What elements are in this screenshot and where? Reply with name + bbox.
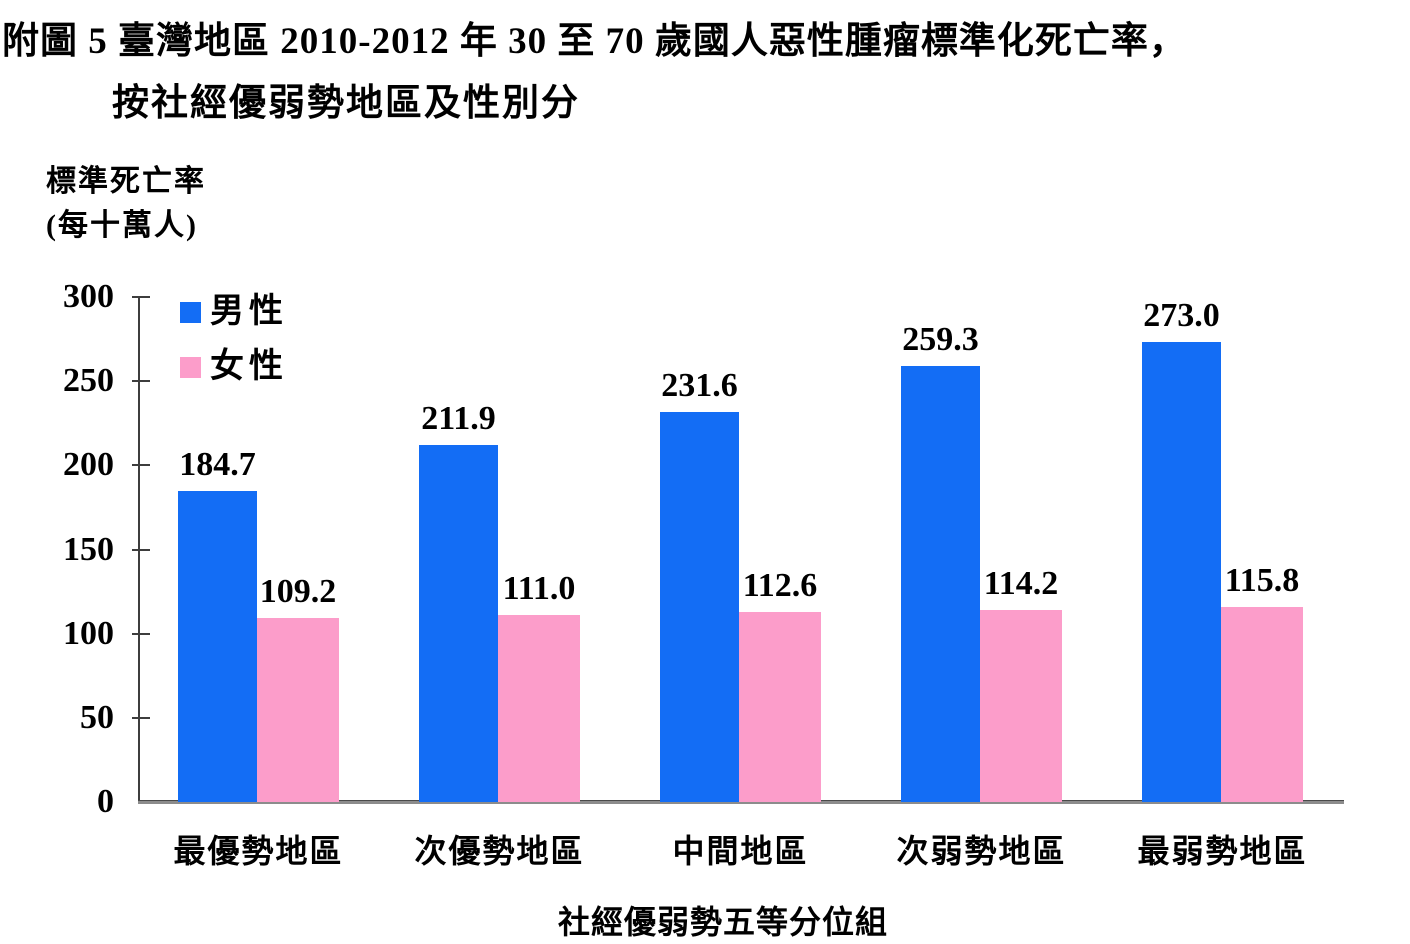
female-bar xyxy=(739,612,821,802)
y-axis-tick xyxy=(132,716,150,719)
female-value-label: 115.8 xyxy=(1224,562,1300,600)
y-axis-tick-label: 0 xyxy=(97,783,114,820)
y-axis-tick xyxy=(132,632,150,635)
x-category-label: 中間地區 xyxy=(672,833,809,869)
legend-swatch-male xyxy=(180,302,201,323)
x-axis-title: 社經優弱勢五等分位組 xyxy=(557,904,889,940)
y-axis-tick-label: 150 xyxy=(63,530,114,568)
male-bar xyxy=(419,445,498,802)
male-value-label: 259.3 xyxy=(902,320,979,358)
legend-label-female: 女性 xyxy=(210,348,288,385)
x-category-label: 最優勢地區 xyxy=(173,833,344,869)
male-bar xyxy=(901,365,980,802)
legend-swatch-female xyxy=(180,357,201,378)
y-axis-tick-label: 250 xyxy=(63,362,114,400)
male-bar xyxy=(660,412,739,802)
y-axis-tick-label: 300 xyxy=(63,278,114,315)
y-axis-tick-label: 50 xyxy=(80,698,114,736)
y-axis-tick-label: 200 xyxy=(63,446,114,484)
y-axis-tick xyxy=(132,380,150,383)
female-bar xyxy=(1221,607,1303,802)
female-value-label: 114.2 xyxy=(983,564,1059,602)
y-axis-unit-line1: 標準死亡率 xyxy=(46,165,206,198)
male-bar xyxy=(1142,342,1221,802)
male-value-label: 184.7 xyxy=(179,446,256,484)
y-axis-tick-label: 100 xyxy=(63,614,114,652)
y-axis-tick xyxy=(132,548,150,551)
female-bar xyxy=(257,618,339,802)
male-bar xyxy=(178,491,257,802)
y-axis-unit-label: 標準死亡率 (每十萬人) xyxy=(46,160,206,248)
y-axis-unit-line2: (每十萬人) xyxy=(46,209,198,242)
legend-label-male: 男性 xyxy=(210,293,288,330)
female-value-label: 109.2 xyxy=(259,573,337,611)
female-bar xyxy=(980,609,1062,802)
male-value-label: 231.6 xyxy=(661,367,738,405)
female-value-label: 112.6 xyxy=(742,567,818,605)
x-category-label: 次弱勢地區 xyxy=(896,833,1067,869)
figure-title-line1: 附圖 5 臺灣地區 2010-2012 年 30 至 70 歲國人惡性腫瘤標準化… xyxy=(2,21,1187,62)
y-axis-tick xyxy=(132,296,150,298)
male-value-label: 211.9 xyxy=(421,400,496,438)
female-bar xyxy=(498,615,580,802)
x-category-label: 最弱勢地區 xyxy=(1137,833,1308,869)
x-category-label: 次優勢地區 xyxy=(414,833,585,869)
y-axis-tick xyxy=(132,464,150,467)
figure-title-line2: 按社經優弱勢地區及性別分 xyxy=(112,83,580,124)
female-value-label: 111.0 xyxy=(502,570,576,608)
male-value-label: 273.0 xyxy=(1143,297,1220,335)
